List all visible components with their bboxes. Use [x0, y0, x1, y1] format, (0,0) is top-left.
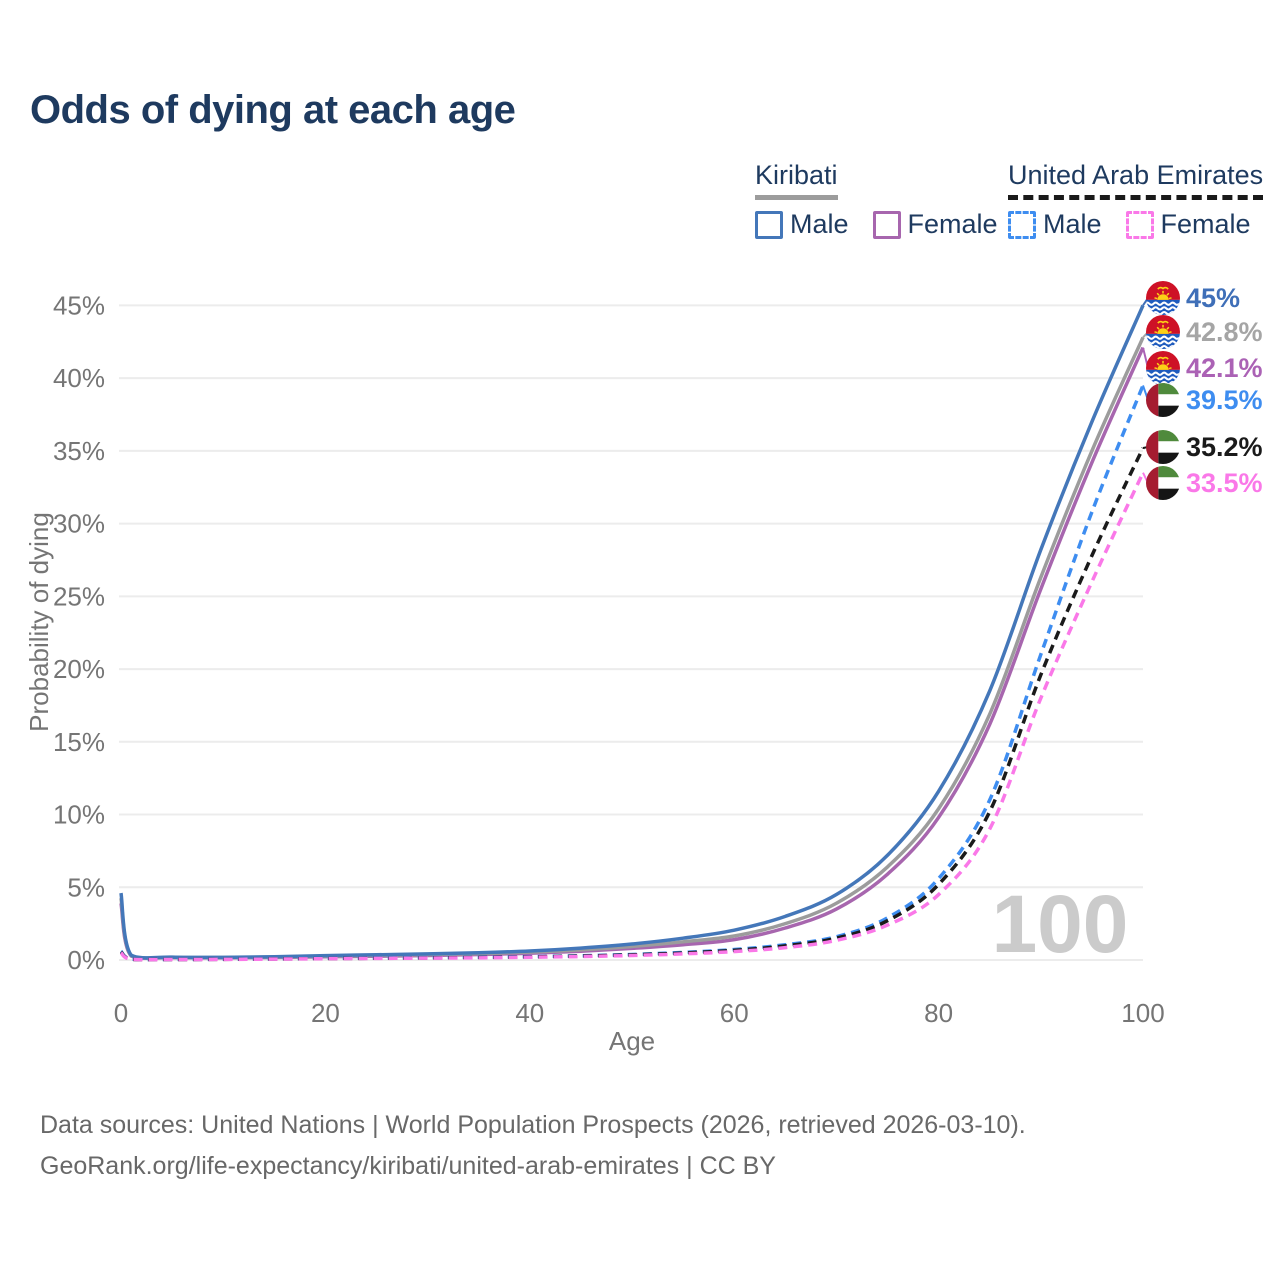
end-label-united-arab-emirates: 35.2% — [1146, 430, 1263, 464]
end-label-value: 39.5% — [1186, 384, 1263, 415]
x-tick-label: 80 — [924, 998, 953, 1028]
footer: Data sources: United Nations | World Pop… — [40, 1105, 1026, 1187]
x-tick-label: 20 — [311, 998, 340, 1028]
legend-item-kiribati-male[interactable]: Male — [755, 209, 849, 240]
y-tick-label: 5% — [67, 872, 105, 902]
y-tick-label: 25% — [53, 581, 105, 611]
end-label-value: 42.1% — [1186, 352, 1263, 383]
x-tick-label: 100 — [1121, 998, 1164, 1028]
legend-kiribati-title[interactable]: Kiribati — [755, 160, 838, 200]
series-line-kiribati[interactable] — [119, 336, 1145, 960]
y-tick-label: 15% — [53, 727, 105, 757]
kiribati-flag-icon — [1146, 351, 1180, 385]
series-line-united-arab-emirates-male[interactable] — [119, 384, 1145, 962]
kiribati-flag-icon — [1146, 315, 1180, 349]
y-tick-label: 30% — [53, 509, 105, 539]
x-tick-label: 60 — [720, 998, 749, 1028]
uae-flag-icon — [1146, 430, 1180, 464]
end-label-kiribati-female: 42.1% — [1146, 351, 1263, 385]
series-line-united-arab-emirates-female[interactable] — [119, 471, 1145, 962]
legend-item-uae-male[interactable]: Male — [1008, 209, 1102, 240]
legend-uae-title[interactable]: United Arab Emirates — [1008, 160, 1264, 200]
x-tick-label: 0 — [114, 998, 128, 1028]
y-tick-label: 40% — [53, 363, 105, 393]
series-line-kiribati-male[interactable] — [119, 304, 1145, 960]
end-label-value: 45% — [1186, 282, 1241, 313]
data-source-line: Data sources: United Nations | World Pop… — [40, 1111, 1026, 1139]
end-label-kiribati-male: 45% — [1146, 281, 1240, 315]
page-title: Odds of dying at each age — [30, 88, 516, 132]
y-tick-label: 10% — [53, 800, 105, 830]
legend-label-kiribati-female: Female — [907, 209, 998, 239]
kiribati-male-checkbox[interactable] — [755, 210, 783, 239]
end-label-value: 33.5% — [1186, 467, 1263, 498]
end-label-kiribati: 42.8% — [1146, 315, 1263, 349]
x-axis-title: Age — [609, 1026, 655, 1056]
legend-label-kiribati-male: Male — [790, 209, 849, 239]
age-watermark: 100 — [992, 879, 1129, 970]
y-axis-title: Probability of dying — [24, 512, 54, 732]
legend-group-uae: United Arab Emirates Male Female — [1008, 160, 1264, 240]
legend-group-kiribati: Kiribati Male Female — [755, 160, 998, 240]
kiribati-flag-icon — [1146, 281, 1180, 315]
y-tick-label: 35% — [53, 436, 105, 466]
end-label-value: 42.8% — [1186, 316, 1263, 347]
series-line-united-arab-emirates[interactable] — [119, 447, 1145, 962]
legend-label-uae-male: Male — [1043, 209, 1102, 239]
y-tick-label: 20% — [53, 654, 105, 684]
x-tick-label: 40 — [515, 998, 544, 1028]
uae-female-checkbox[interactable] — [1125, 210, 1154, 239]
kiribati-female-checkbox[interactable] — [872, 210, 901, 239]
attribution-line: GeoRank.org/life-expectancy/kiribati/uni… — [40, 1152, 776, 1180]
uae-flag-icon — [1146, 383, 1180, 417]
legend-label-uae-female: Female — [1160, 209, 1251, 239]
uae-flag-icon — [1146, 466, 1180, 500]
series-line-kiribati-female[interactable] — [119, 346, 1145, 960]
y-tick-label: 0% — [67, 945, 105, 975]
end-label-united-arab-emirates-female: 33.5% — [1146, 466, 1263, 500]
legend-item-kiribati-female[interactable]: Female — [872, 209, 998, 240]
end-label-united-arab-emirates-male: 39.5% — [1146, 383, 1263, 417]
legend-item-uae-female[interactable]: Female — [1125, 209, 1251, 240]
uae-male-checkbox[interactable] — [1008, 210, 1036, 239]
y-tick-label: 45% — [53, 290, 105, 320]
end-label-value: 35.2% — [1186, 431, 1263, 462]
